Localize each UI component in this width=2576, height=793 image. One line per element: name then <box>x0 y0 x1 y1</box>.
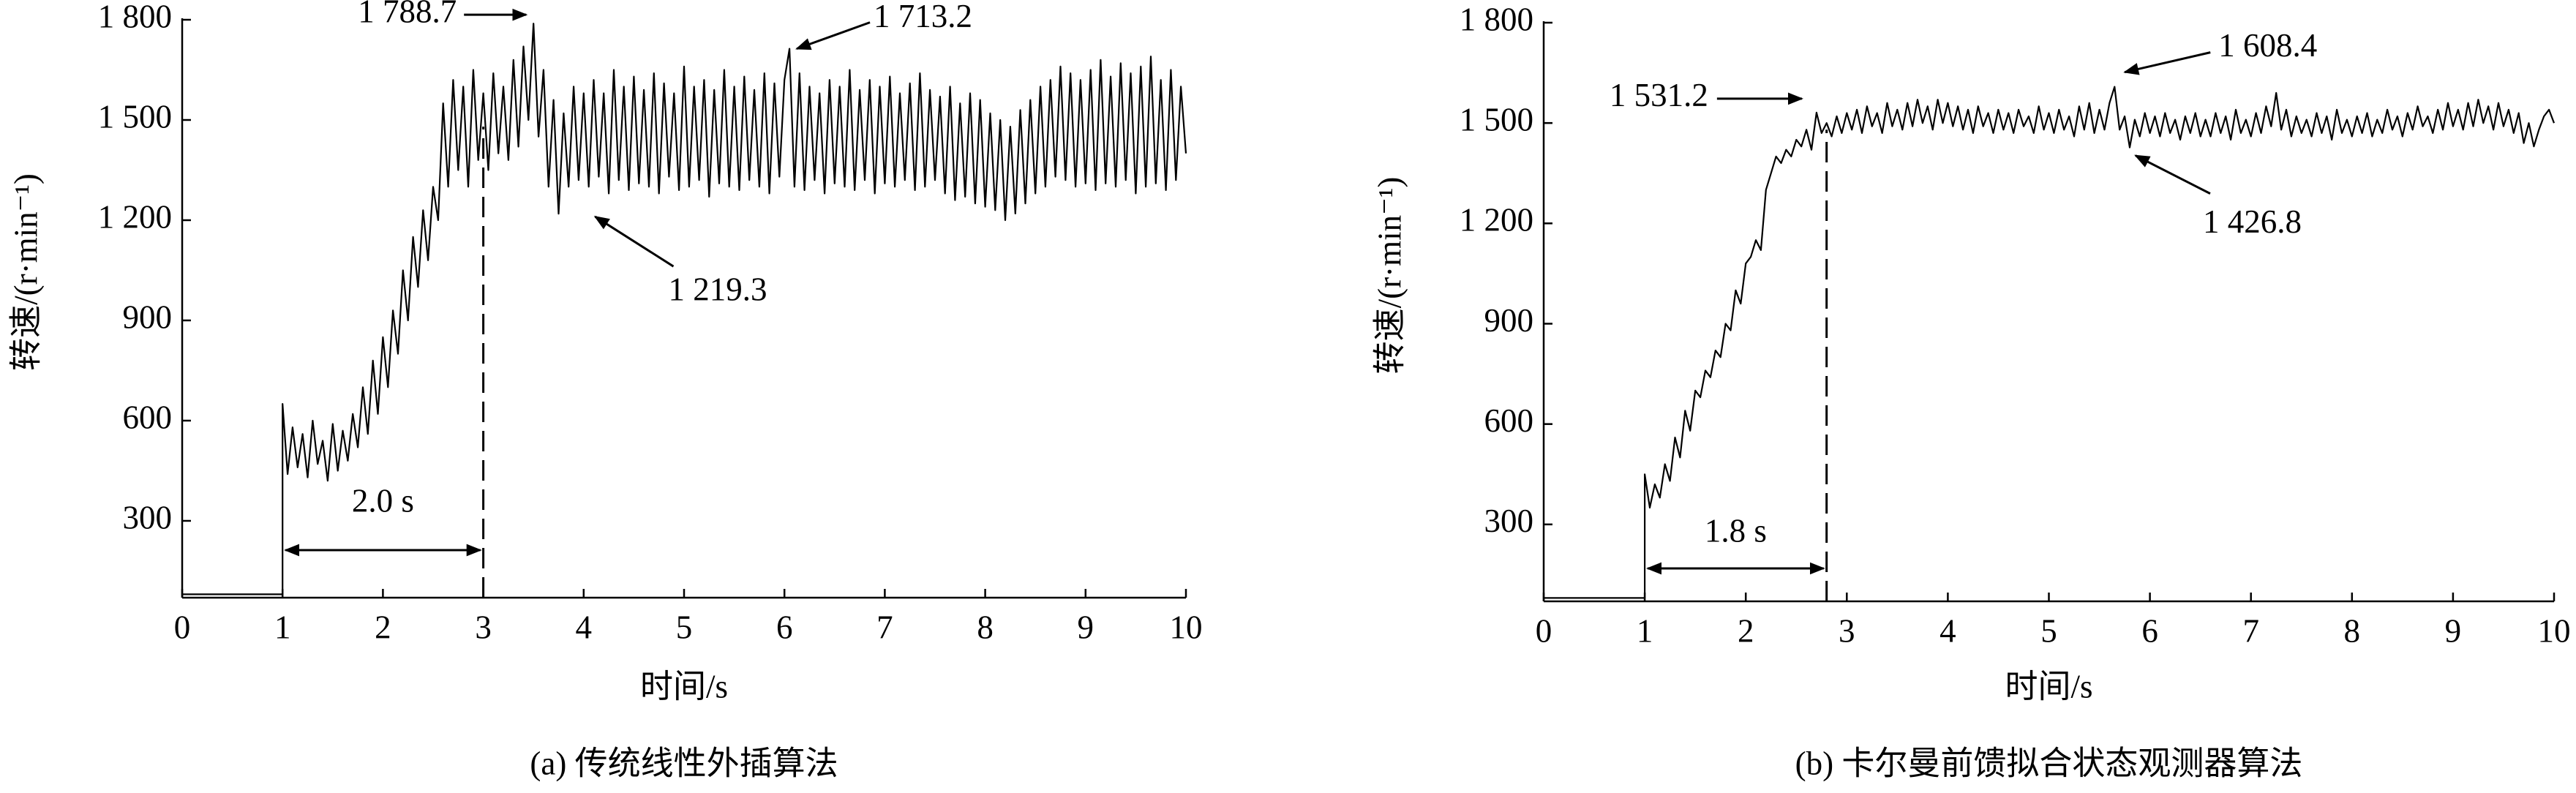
x-tick-label: 4 <box>1939 612 1956 649</box>
x-tick-label: 9 <box>1078 609 1094 645</box>
x-tick-label: 0 <box>174 609 191 645</box>
y-tick-label: 1 800 <box>98 0 172 34</box>
x-tick-label: 7 <box>2242 612 2259 649</box>
annotation-label: 1 219.3 <box>669 271 767 308</box>
x-tick-label: 8 <box>2344 612 2361 649</box>
annotation-arrow <box>593 215 675 268</box>
caption: (b) 卡尔曼前馈拟合状态观测器算法 <box>1795 745 2303 781</box>
y-tick-label: 1 800 <box>1460 1 1533 37</box>
x-tick-label: 7 <box>876 609 893 645</box>
x-axis-label: 时间/s <box>640 668 728 704</box>
annotation-arrow <box>795 21 871 50</box>
span-label: 2.0 s <box>352 482 414 519</box>
caption: (a) 传统线性外插算法 <box>530 745 838 781</box>
x-tick-label: 2 <box>375 609 391 645</box>
y-tick-label: 1 500 <box>98 98 172 135</box>
y-tick-label: 1 200 <box>98 198 172 235</box>
x-tick-label: 1 <box>274 609 291 645</box>
y-tick-label: 1 500 <box>1460 101 1533 138</box>
annotation-label: 1 426.8 <box>2203 203 2302 240</box>
y-tick-label: 900 <box>1484 302 1534 339</box>
y-tick-label: 300 <box>123 499 173 535</box>
y-tick-label: 300 <box>1484 503 1534 539</box>
annotation-arrow <box>2134 154 2211 195</box>
x-tick-label: 6 <box>2141 612 2158 649</box>
span-label: 1.8 s <box>1705 512 1767 549</box>
x-tick-label: 9 <box>2445 612 2462 649</box>
annotation-label: 1 788.7 <box>358 0 457 29</box>
annotation-label: 1 713.2 <box>874 0 972 34</box>
y-tick-label: 900 <box>123 298 173 335</box>
annotation-arrow <box>2123 51 2211 75</box>
x-axis-label: 时间/s <box>2005 668 2092 704</box>
y-axis-label: 转速/(r·min⁻¹) <box>1371 177 1408 375</box>
x-tick-label: 3 <box>475 609 492 645</box>
speed-line <box>182 23 1187 595</box>
y-axis-label: 转速/(r·min⁻¹) <box>7 173 44 371</box>
x-tick-label: 2 <box>1738 612 1754 649</box>
x-tick-label: 5 <box>676 609 693 645</box>
x-tick-label: 0 <box>1536 612 1552 649</box>
x-tick-label: 6 <box>776 609 793 645</box>
speed-line <box>1544 86 2556 599</box>
y-tick-label: 1 200 <box>1460 202 1533 238</box>
x-tick-label: 3 <box>1839 612 1855 649</box>
x-tick-label: 8 <box>977 609 994 645</box>
x-tick-label: 5 <box>2040 612 2057 649</box>
x-tick-label: 10 <box>2538 612 2571 649</box>
y-tick-label: 600 <box>123 399 173 435</box>
x-tick-label: 4 <box>576 609 593 645</box>
x-tick-label: 1 <box>1637 612 1653 649</box>
annotation-label: 1 608.4 <box>2218 27 2317 64</box>
annotation-label: 1 531.2 <box>1610 77 1708 113</box>
y-tick-label: 600 <box>1484 402 1534 439</box>
x-tick-label: 10 <box>1170 609 1203 645</box>
